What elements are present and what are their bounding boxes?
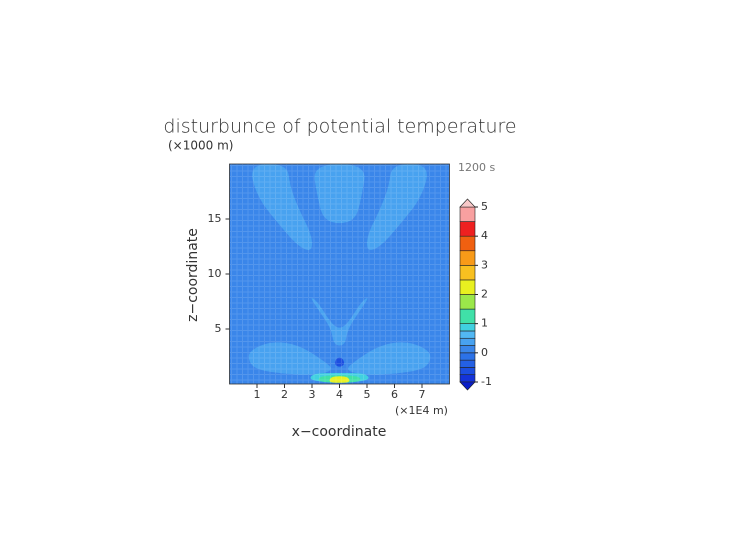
colorbar-under xyxy=(459,381,476,391)
colorbar-segment xyxy=(459,235,476,252)
colorbar-segment xyxy=(459,352,476,361)
time-label: 1200 s xyxy=(458,161,495,174)
y-tick-label: 10 xyxy=(208,267,222,280)
x-tick-label: 5 xyxy=(364,388,371,401)
x-tick-label: 4 xyxy=(336,388,343,401)
colorbar-tick-label: -1 xyxy=(481,375,492,388)
colorbar-segment xyxy=(459,265,476,281)
grid-pattern xyxy=(229,164,450,384)
x-tick-label: 6 xyxy=(391,388,398,401)
colorbar-tick-label: 3 xyxy=(481,258,488,271)
colorbar-tick-label: 0 xyxy=(481,346,488,359)
y-tick-label: 15 xyxy=(208,212,222,225)
x-tick-label: 3 xyxy=(309,388,316,401)
colorbar-segment xyxy=(459,294,476,310)
x-axis-label: x−coordinate xyxy=(292,424,387,440)
y-axis-label: z−coordinate xyxy=(185,228,201,322)
colorbar-segment xyxy=(459,279,476,295)
colorbar-segment xyxy=(459,359,476,368)
colorbar-tick-label: 5 xyxy=(481,200,488,213)
colorbar-over xyxy=(459,198,476,208)
colorbar-segment xyxy=(459,337,476,346)
y-unit: (×1000 m) xyxy=(168,139,233,153)
colorbar-tick-label: 1 xyxy=(481,317,488,330)
plot-area xyxy=(229,164,450,384)
axes: 1 2 3 4 5 6 7 5 10 15 -1 0 1 2 3 4 5 xyxy=(208,163,492,401)
colorbar-segment xyxy=(459,367,476,376)
x-unit: (×1E4 m) xyxy=(395,404,448,417)
chart-title: disturbunce of potential temperature xyxy=(163,116,516,138)
colorbar-tick-label: 4 xyxy=(481,229,488,242)
colorbar-segment xyxy=(459,206,476,222)
colorbar-segment xyxy=(459,345,476,354)
y-tick-label: 5 xyxy=(215,322,222,335)
colorbar-segment xyxy=(459,330,476,339)
colorbar-segment xyxy=(459,374,476,383)
x-tick-label: 2 xyxy=(281,388,288,401)
colorbar-segment xyxy=(459,308,476,324)
colorbar-segment xyxy=(459,250,476,266)
colorbar-segment xyxy=(459,221,476,237)
colorbar-segment xyxy=(459,323,476,332)
x-tick-label: 1 xyxy=(254,388,261,401)
x-tick-label: 7 xyxy=(419,388,426,401)
colorbar-tick-label: 2 xyxy=(481,288,488,301)
